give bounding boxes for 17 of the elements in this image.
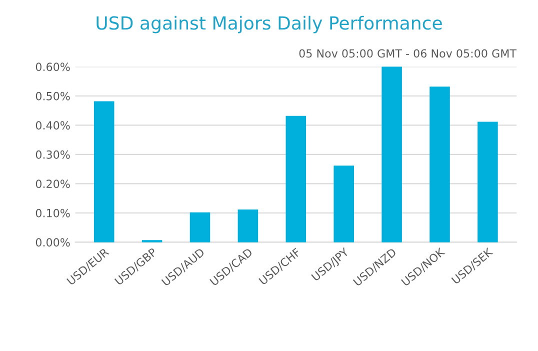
bar <box>430 86 450 242</box>
bar <box>238 209 258 242</box>
y-tick-label: 0.10% <box>36 208 70 218</box>
y-tick-label: 0.40% <box>36 121 70 130</box>
y-tick-label: 0.50% <box>36 92 70 100</box>
chart-title: USD against Majors Daily Performance <box>96 16 442 34</box>
bar <box>190 212 210 242</box>
chart-subtitle: 05 Nov 05:00 GMT - 06 Nov 05:00 GMT <box>299 49 517 58</box>
bar <box>286 116 306 242</box>
y-tick-label: 0.20% <box>36 180 70 188</box>
bar <box>334 166 354 242</box>
bar <box>382 66 402 242</box>
bar <box>94 101 114 242</box>
bar <box>478 122 498 242</box>
y-tick-label: 0.60% <box>36 62 70 72</box>
y-tick-label: 0.00% <box>36 238 70 247</box>
y-tick-label: 0.30% <box>36 150 70 159</box>
